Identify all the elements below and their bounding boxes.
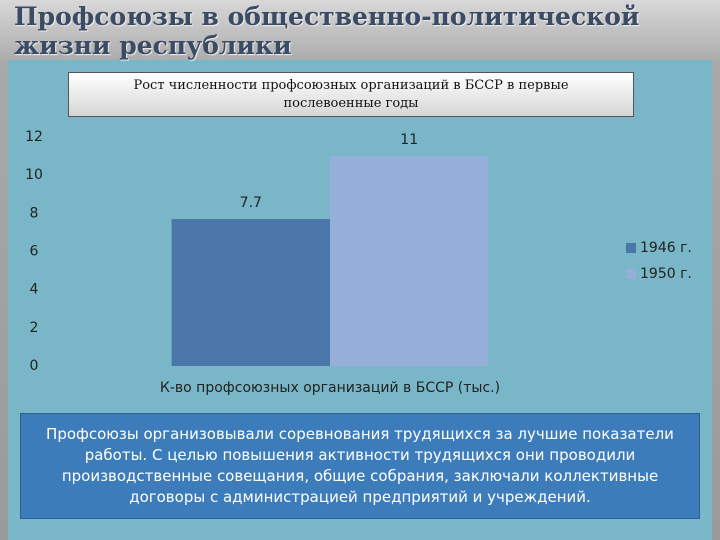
chart-title: Рост численности профсоюзных организаций…	[68, 72, 634, 117]
bar	[330, 156, 489, 366]
x-tick-label: К-во профсоюзных организаций в БССР (тыс…	[160, 380, 500, 396]
y-tick-label: 8	[30, 205, 39, 221]
y-tick-label: 0	[30, 358, 39, 374]
slide-title: Профсоюзы в общественно-политической жиз…	[14, 2, 640, 60]
legend-label: 1950 г.	[640, 266, 692, 282]
y-tick-label: 2	[30, 320, 39, 336]
value-label: 7.7	[240, 195, 262, 211]
legend-swatch	[626, 243, 636, 253]
text-box: Профсоюзы организовывали соревнования тр…	[20, 413, 700, 519]
legend-swatch	[626, 269, 636, 279]
bar	[171, 219, 330, 366]
legend-label: 1946 г.	[640, 240, 692, 256]
value-label: 11	[400, 132, 418, 148]
y-tick-label: 10	[25, 167, 43, 183]
y-tick-label: 4	[30, 282, 39, 298]
y-tick-label: 12	[25, 129, 43, 145]
y-tick-label: 6	[30, 244, 39, 260]
